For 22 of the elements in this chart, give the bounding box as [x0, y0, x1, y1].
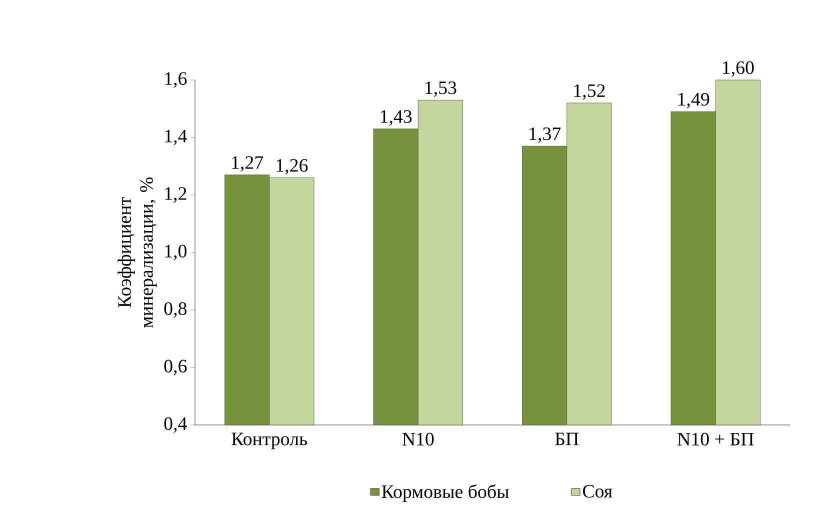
- data-label: 1,60: [723, 61, 754, 77]
- y-tick-label: 1,0: [165, 244, 187, 260]
- x-tick-label: N10 + БП: [678, 432, 754, 446]
- legend-label: Соя: [582, 484, 612, 498]
- data-label: 1,27: [232, 156, 264, 172]
- data-label: 1,26: [276, 159, 308, 175]
- y-tick-label: 0,6: [164, 360, 187, 376]
- y-axis-title: Коэффициент минерализации, %: [118, 177, 157, 328]
- y-tick-label: 1,4: [165, 130, 187, 146]
- x-tick-label: Контроль: [232, 432, 308, 450]
- data-label: 1,49: [678, 92, 710, 108]
- legend-label: Кормовые бобы: [382, 484, 509, 502]
- data-label: 1,43: [380, 110, 412, 126]
- data-label: 1,37: [530, 127, 561, 143]
- data-label: 1,52: [574, 84, 605, 100]
- x-tick-label: N10: [402, 432, 434, 446]
- x-tick-label: БП: [555, 432, 579, 446]
- y-tick-label: 0,4: [164, 417, 187, 433]
- data-label: 1,53: [426, 81, 456, 97]
- y-tick-label: 1,2: [165, 187, 186, 203]
- y-tick-label: 1,6: [165, 72, 187, 88]
- y-tick-label: 0,8: [164, 302, 187, 318]
